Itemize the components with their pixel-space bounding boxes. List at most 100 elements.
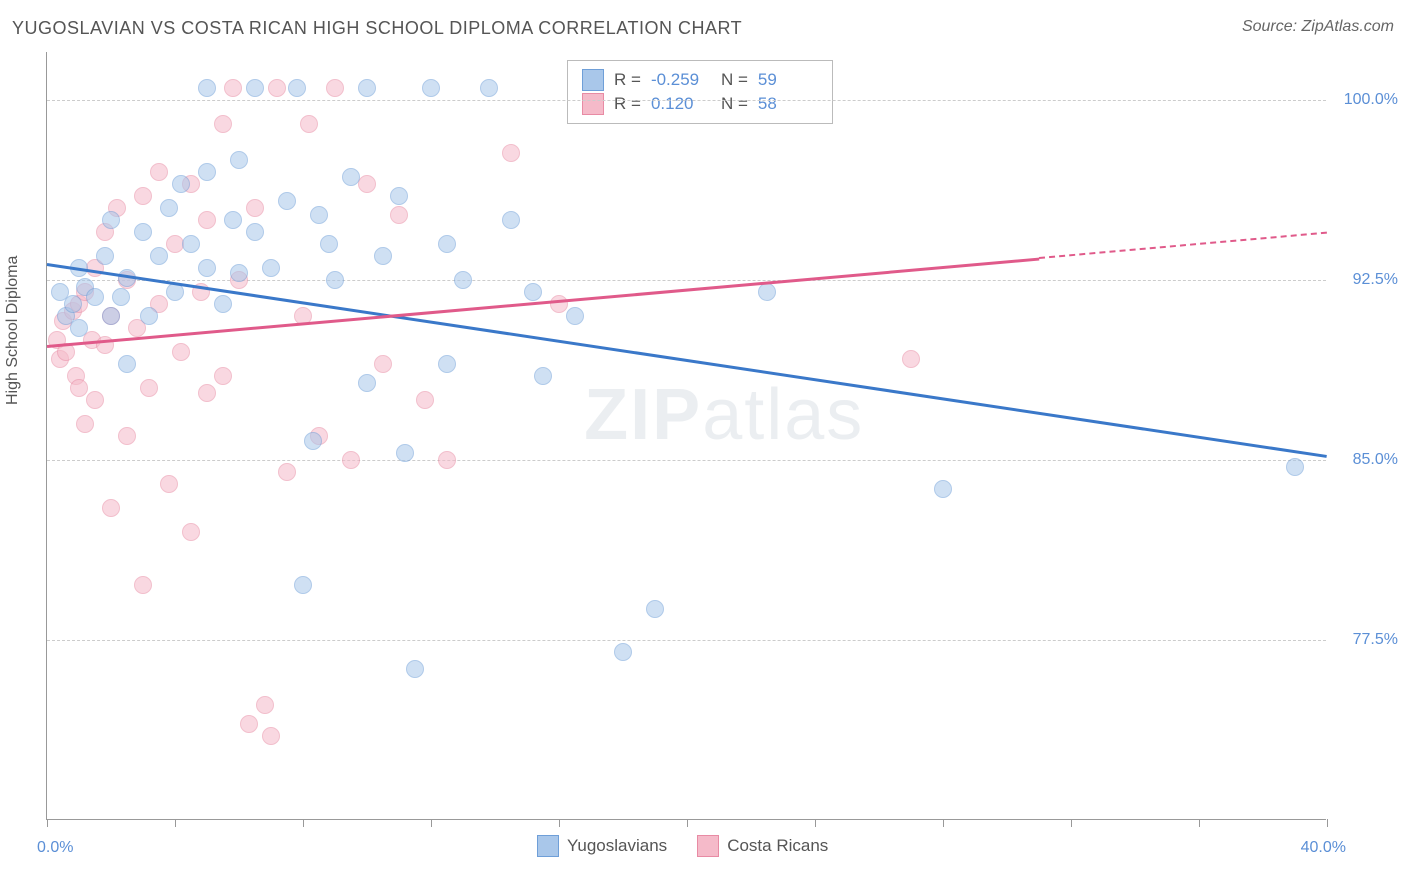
scatter-point xyxy=(646,600,664,618)
scatter-point xyxy=(102,307,120,325)
scatter-point xyxy=(438,235,456,253)
scatter-point xyxy=(358,374,376,392)
scatter-point xyxy=(422,79,440,97)
scatter-point xyxy=(268,79,286,97)
scatter-point xyxy=(118,355,136,373)
scatter-point xyxy=(438,355,456,373)
x-tick xyxy=(175,819,176,827)
scatter-point xyxy=(262,259,280,277)
scatter-point xyxy=(310,206,328,224)
scatter-point xyxy=(438,451,456,469)
scatter-point xyxy=(134,576,152,594)
swatch-costaricans-icon xyxy=(697,835,719,857)
swatch-yugoslavians-icon xyxy=(537,835,559,857)
scatter-point xyxy=(326,271,344,289)
y-tick-label: 92.5% xyxy=(1353,271,1398,289)
scatter-point xyxy=(198,259,216,277)
scatter-point xyxy=(140,307,158,325)
scatter-point xyxy=(390,206,408,224)
scatter-point xyxy=(246,79,264,97)
scatter-point xyxy=(374,247,392,265)
scatter-point xyxy=(566,307,584,325)
x-tick xyxy=(303,819,304,827)
scatter-point xyxy=(294,576,312,594)
y-tick-label: 77.5% xyxy=(1353,631,1398,649)
scatter-point xyxy=(374,355,392,373)
scatter-point xyxy=(1286,458,1304,476)
scatter-point xyxy=(160,475,178,493)
swatch-costaricans-icon xyxy=(582,93,604,115)
x-tick xyxy=(559,819,560,827)
scatter-point xyxy=(246,199,264,217)
source-label: Source: ZipAtlas.com xyxy=(1242,18,1394,36)
legend-item-yugoslavians: Yugoslavians xyxy=(537,835,667,857)
scatter-chart: High School Diploma ZIPatlas R = -0.259 … xyxy=(46,52,1326,820)
gridline xyxy=(47,640,1326,641)
scatter-point xyxy=(416,391,434,409)
scatter-point xyxy=(134,223,152,241)
scatter-point xyxy=(102,211,120,229)
x-tick xyxy=(943,819,944,827)
scatter-point xyxy=(614,643,632,661)
scatter-point xyxy=(230,151,248,169)
scatter-point xyxy=(278,463,296,481)
scatter-point xyxy=(102,499,120,517)
trend-line-dashed xyxy=(1039,232,1327,259)
legend-row-costaricans: R = 0.120 N = 58 xyxy=(582,93,818,115)
scatter-point xyxy=(230,264,248,282)
gridline xyxy=(47,100,1326,101)
legend-item-costaricans: Costa Ricans xyxy=(697,835,828,857)
scatter-point xyxy=(224,79,242,97)
scatter-point xyxy=(246,223,264,241)
scatter-point xyxy=(160,199,178,217)
scatter-point xyxy=(214,295,232,313)
x-tick xyxy=(815,819,816,827)
scatter-point xyxy=(86,288,104,306)
scatter-point xyxy=(64,295,82,313)
x-max-label: 40.0% xyxy=(1301,839,1346,857)
scatter-point xyxy=(326,79,344,97)
scatter-point xyxy=(406,660,424,678)
scatter-point xyxy=(70,319,88,337)
scatter-point xyxy=(198,211,216,229)
x-tick xyxy=(47,819,48,827)
scatter-point xyxy=(140,379,158,397)
scatter-point xyxy=(480,79,498,97)
chart-title: YUGOSLAVIAN VS COSTA RICAN HIGH SCHOOL D… xyxy=(12,18,742,38)
bottom-legend: Yugoslavians Costa Ricans xyxy=(537,835,828,857)
scatter-point xyxy=(342,168,360,186)
scatter-point xyxy=(304,432,322,450)
scatter-point xyxy=(262,727,280,745)
scatter-point xyxy=(134,187,152,205)
scatter-point xyxy=(396,444,414,462)
scatter-point xyxy=(96,247,114,265)
scatter-point xyxy=(342,451,360,469)
y-axis-title: High School Diploma xyxy=(4,255,22,404)
scatter-point xyxy=(502,144,520,162)
scatter-point xyxy=(214,367,232,385)
scatter-point xyxy=(182,235,200,253)
scatter-point xyxy=(390,187,408,205)
scatter-point xyxy=(172,175,190,193)
trend-line xyxy=(47,257,1039,347)
scatter-point xyxy=(288,79,306,97)
x-tick xyxy=(1071,819,1072,827)
y-tick-label: 100.0% xyxy=(1344,91,1398,109)
scatter-point xyxy=(86,391,104,409)
scatter-point xyxy=(454,271,472,289)
scatter-point xyxy=(320,235,338,253)
scatter-point xyxy=(172,343,190,361)
scatter-point xyxy=(198,384,216,402)
scatter-point xyxy=(112,288,130,306)
scatter-point xyxy=(76,415,94,433)
scatter-point xyxy=(198,163,216,181)
scatter-point xyxy=(214,115,232,133)
gridline xyxy=(47,460,1326,461)
scatter-point xyxy=(758,283,776,301)
scatter-point xyxy=(70,379,88,397)
scatter-point xyxy=(278,192,296,210)
x-tick xyxy=(1199,819,1200,827)
scatter-point xyxy=(150,163,168,181)
watermark: ZIPatlas xyxy=(584,374,864,456)
scatter-point xyxy=(502,211,520,229)
